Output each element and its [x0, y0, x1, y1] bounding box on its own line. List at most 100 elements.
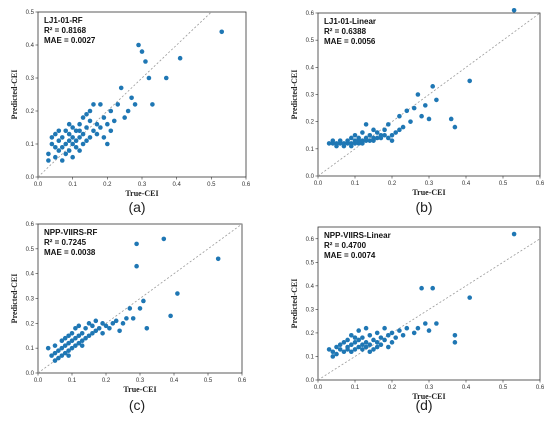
data-point	[337, 347, 343, 352]
data-point	[411, 330, 417, 336]
data-point	[349, 141, 354, 146]
y-tick-label: 0.1	[26, 142, 35, 148]
data-point	[349, 332, 354, 338]
data-point	[56, 148, 62, 153]
x-tick-label: 0.5	[207, 182, 216, 188]
data-point	[215, 256, 221, 262]
data-point	[76, 340, 82, 346]
data-point	[124, 316, 129, 321]
data-point	[120, 321, 126, 326]
data-point	[341, 349, 347, 355]
y-tick-label: 0.0	[306, 378, 315, 384]
data-point	[59, 135, 65, 140]
data-point	[132, 102, 138, 107]
data-point	[367, 132, 373, 138]
data-point	[382, 132, 387, 138]
data-point	[434, 97, 439, 103]
data-point	[110, 321, 116, 326]
annotation-3: MAE = 0.0074	[324, 251, 376, 260]
data-point	[53, 145, 58, 150]
data-point	[426, 116, 432, 122]
data-point	[360, 130, 365, 135]
x-tick-label: 0.0	[34, 182, 43, 188]
reference-line	[317, 12, 541, 177]
data-point	[108, 108, 114, 114]
x-tick-label: 0.3	[425, 385, 434, 391]
data-point	[137, 306, 143, 311]
data-point	[363, 122, 369, 127]
y-tick-label: 0.1	[306, 147, 315, 153]
data-point	[144, 326, 150, 331]
data-point	[62, 343, 68, 348]
data-point	[374, 130, 380, 135]
data-point	[378, 342, 384, 347]
data-point	[448, 116, 454, 122]
data-point	[101, 115, 107, 120]
data-point	[91, 128, 96, 134]
data-point	[127, 306, 133, 311]
data-point	[426, 328, 432, 333]
data-point	[371, 347, 376, 352]
data-point	[467, 295, 473, 300]
data-point	[45, 345, 51, 351]
data-point	[83, 326, 88, 331]
data-point	[139, 49, 145, 54]
data-point	[73, 326, 78, 331]
data-point	[66, 138, 72, 143]
data-point	[53, 131, 58, 137]
data-point	[46, 158, 51, 163]
data-point	[49, 353, 54, 358]
data-point	[150, 102, 155, 107]
data-point	[125, 108, 131, 114]
chart-panel-4: 0.0 0.1 0.2 0.3 0.4 0.5 0.6 0.0 0.1 0.2 0.3 0.4 0.5 0…	[290, 226, 545, 413]
data-point	[349, 349, 354, 355]
data-point	[367, 332, 373, 338]
y-tick-label: 0.4	[306, 284, 315, 290]
data-point	[52, 350, 58, 356]
data-point	[374, 344, 380, 350]
data-point	[423, 103, 428, 108]
y-tick-label: 0.3	[26, 76, 35, 82]
y-tick-label: 0.4	[306, 65, 315, 71]
data-point	[367, 342, 373, 347]
data-point	[386, 135, 391, 141]
data-point	[511, 231, 517, 237]
data-point	[63, 141, 69, 147]
data-point	[430, 285, 436, 291]
data-point	[101, 135, 107, 140]
data-point	[108, 128, 114, 134]
data-point	[76, 333, 82, 339]
data-point	[66, 121, 72, 127]
x-axis-title: True-CEI	[125, 189, 158, 198]
data-point	[69, 338, 75, 344]
data-point	[349, 135, 354, 141]
chart-panel-3: 0.0 0.1 0.2 0.3 0.4 0.5 0.6 0.0 0.1 0.2 0.3 0.4 0.5 0…	[10, 222, 247, 413]
data-point	[367, 349, 373, 355]
data-point	[382, 337, 387, 343]
annotation-1: NPP-VIIRS-RF	[44, 228, 97, 237]
data-point	[70, 135, 75, 140]
data-point	[352, 138, 358, 143]
data-point	[175, 291, 180, 296]
y-tick-label: 0.4	[26, 43, 35, 49]
data-point	[129, 95, 134, 101]
data-point	[389, 330, 395, 336]
x-tick-label: 0.6	[238, 378, 247, 384]
data-point	[177, 55, 183, 61]
panel-label: (c)	[129, 397, 145, 413]
x-axis-title: True-CEI	[412, 188, 445, 197]
data-point	[76, 323, 82, 329]
data-point	[393, 335, 399, 340]
data-point	[452, 340, 458, 345]
data-point	[80, 115, 86, 120]
data-point	[389, 132, 395, 138]
data-point	[511, 7, 517, 13]
y-tick-label: 0.5	[306, 38, 315, 44]
annotation-1: NPP-VIIRS-Linear	[324, 231, 391, 240]
data-point	[415, 325, 421, 331]
data-point	[79, 338, 85, 344]
x-tick-label: 0.2	[102, 378, 111, 384]
data-point	[146, 75, 152, 81]
data-point	[141, 298, 146, 304]
data-point	[93, 328, 99, 334]
